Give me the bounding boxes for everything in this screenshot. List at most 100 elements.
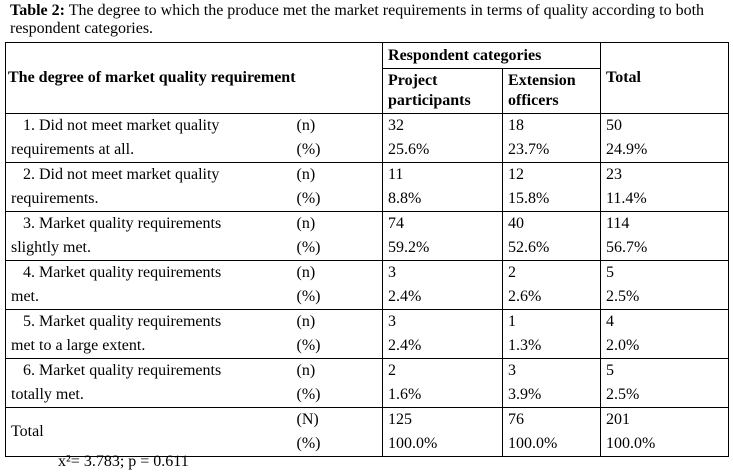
value: 4 [606,313,615,330]
table-row: Total (N) (%) 125 100.0% 76 100.0% 201 100.0% [5,407,730,457]
row-label-line: 2. Did not meet market quality [23,166,220,183]
value-cell: 23 11.4% [600,162,730,212]
unit-cell: (n) (%) [290,260,384,310]
unit: (%) [296,288,321,305]
value: 2 [388,362,397,379]
header-cell: The degree of market quality requirement [4,42,384,114]
label-cell: Total [5,407,291,457]
value-cell: 12 15.8% [502,162,602,212]
value: 100.0% [508,435,558,452]
table-row: 3. Market quality requirements slightly m… [5,211,730,261]
unit: (N) [296,411,319,428]
value: 24.9% [606,141,648,158]
unit: (%) [296,141,321,158]
value: 40 [508,215,525,232]
header-cell: Total [600,42,730,114]
value-cell: 4 2.0% [600,309,730,359]
table-body: The degree of market quality requirement… [4,42,730,457]
header-cell: Respondent categories [382,42,602,69]
row-label-line: met. [11,288,39,305]
column-header-line: officers [508,92,559,109]
header-cell: Project participants [382,68,504,114]
value: 2.5% [606,386,640,403]
row-label-line: met to a large extent. [11,337,146,354]
value-cell: 2 1.6% [382,358,504,408]
unit: (n) [296,313,316,330]
unit-cell: (n) (%) [290,162,384,212]
unit: (n) [296,215,316,232]
value-cell: 2 2.6% [502,260,602,310]
value: 74 [388,215,405,232]
value-cell: 3 2.4% [382,260,504,310]
row-label-line: 6. Market quality requirements [23,362,222,379]
table-row: 5. Market quality requirements met to a l… [5,309,730,359]
value: 3 [508,362,517,379]
unit: (%) [296,386,321,403]
value: 5 [606,264,615,281]
value: 15.8% [508,190,550,207]
value: 201 [606,411,631,428]
value: 59.2% [388,239,430,256]
row-label-line: totally met. [11,386,84,403]
value: 25.6% [388,141,430,158]
value-cell: 32 25.6% [382,113,504,163]
column-header-line: participants [388,92,471,109]
table-row: 4. Market quality requirements met. (n) (%)… [5,260,730,310]
value-cell: 74 59.2% [382,211,504,261]
value-cell: 3 2.4% [382,309,504,359]
label-cell: 4. Market quality requirements met. [5,260,291,310]
row-label-line: Total [11,423,44,440]
value: 3 [388,313,397,330]
label-cell: 5. Market quality requirements met to a l… [5,309,291,359]
unit-cell: (n) (%) [290,211,384,261]
caption: Table 2: The degree to which the produce… [10,2,725,38]
column-header-line: Extension [508,72,576,89]
value: 125 [388,411,413,428]
unit-cell: (n) (%) [290,113,384,163]
value: 8.8% [388,190,422,207]
value-cell: 40 52.6% [502,211,602,261]
value: 50 [606,117,623,134]
header-row: Project participants Extension officers [6,68,729,114]
value: 2.4% [388,288,422,305]
value-cell: 11 8.8% [382,162,504,212]
table-row: 6. Market quality requirements totally me… [5,358,730,408]
value-cell: 5 2.5% [600,358,730,408]
label-cell: 6. Market quality requirements totally me… [5,358,291,408]
unit: (n) [296,117,316,134]
value: 1.3% [508,337,542,354]
value: 52.6% [508,239,550,256]
label-cell: 2. Did not meet market quality requiremen… [5,162,291,212]
footer: x²= 3.783; p = 0.611 [58,453,189,470]
row-label-line: 1. Did not meet market quality [23,117,220,134]
group-header: Respondent categories [388,46,542,64]
label-cell: 1. Did not meet market quality requiremen… [5,113,291,163]
total-header: Total [606,69,641,86]
unit: (n) [296,362,316,379]
unit-cell: (n) (%) [290,309,384,359]
value-cell: 114 56.7% [600,211,730,261]
value-cell: 201 100.0% [600,407,730,457]
value: 32 [388,117,405,134]
value: 18 [508,117,525,134]
row-label-line: slightly met. [11,239,91,256]
row-label-header: The degree of market quality requirement [8,69,296,86]
caption-text: The degree to which the produce met the … [10,2,705,37]
unit: (%) [296,435,321,452]
table-row: 1. Did not meet market quality requiremen… [5,113,730,163]
value: 2.5% [606,288,640,305]
value: 2.0% [606,337,640,354]
value: 5 [606,362,615,379]
header-cell: Extension officers [502,68,602,114]
row-label-line: 3. Market quality requirements [23,215,222,232]
value: 56.7% [606,239,648,256]
row-label-line: 5. Market quality requirements [23,313,222,330]
label-cell: 3. Market quality requirements slightly m… [5,211,291,261]
value: 114 [606,215,630,232]
value: 2.6% [508,288,542,305]
value: 100.0% [606,435,656,452]
unit: (n) [296,166,316,183]
value: 12 [508,166,525,183]
unit: (%) [296,190,321,207]
